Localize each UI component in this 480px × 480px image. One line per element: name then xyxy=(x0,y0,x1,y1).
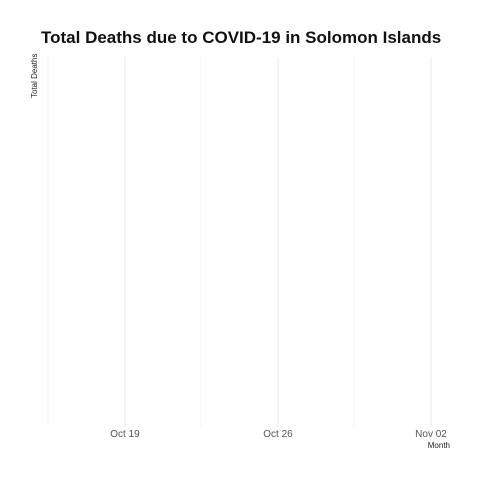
chart-title: Total Deaths due to COVID-19 in Solomon … xyxy=(41,28,441,47)
y-axis-label: Total Deaths xyxy=(30,54,39,98)
x-tick-label: Nov 02 xyxy=(415,429,447,440)
x-tick-label: Oct 19 xyxy=(110,429,140,440)
x-axis-label: Month xyxy=(428,441,450,450)
x-axis-ticks: Oct 19 Oct 26 Nov 02 xyxy=(110,429,447,440)
minor-gridlines xyxy=(47,57,355,427)
major-gridlines xyxy=(124,57,432,427)
x-tick-label: Oct 26 xyxy=(263,429,293,440)
